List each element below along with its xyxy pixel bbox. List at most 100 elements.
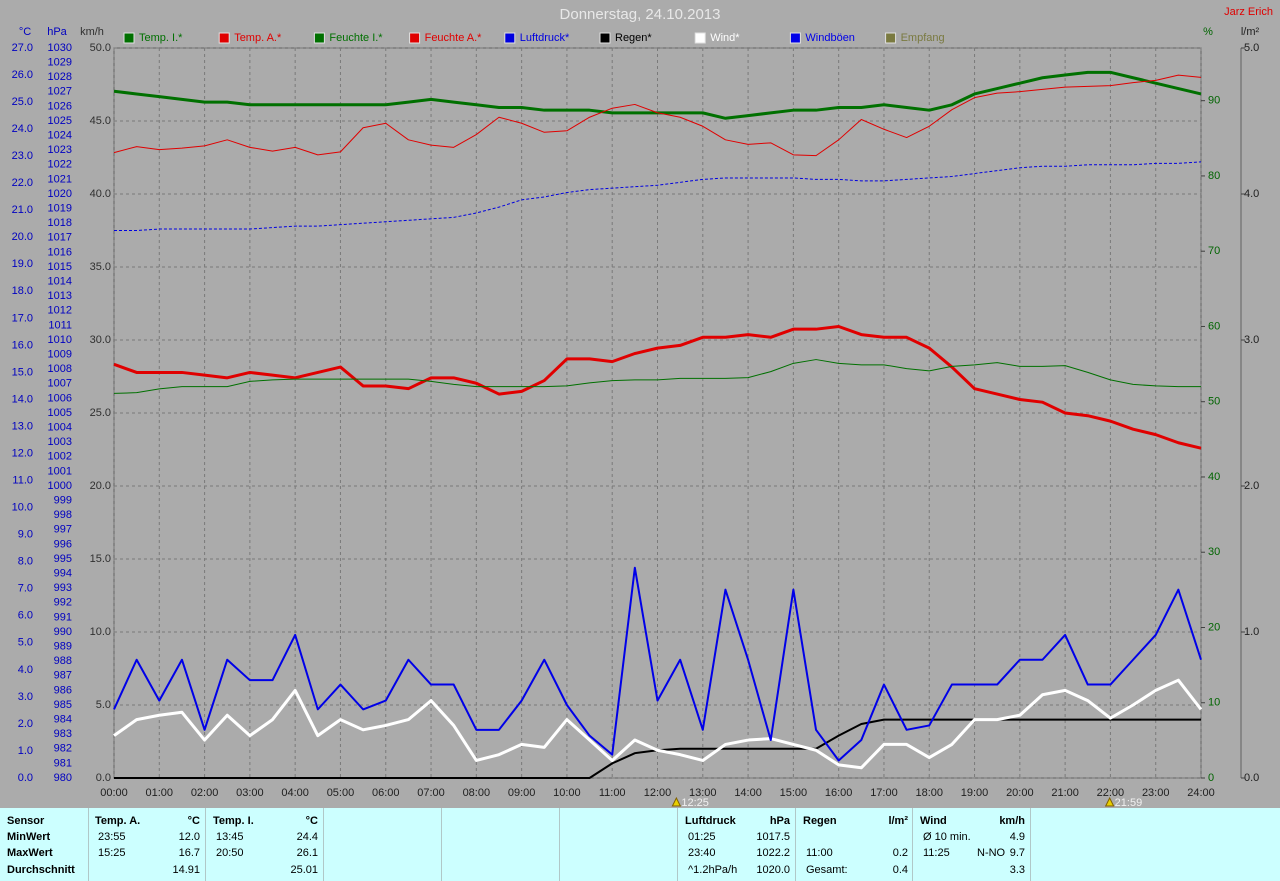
y-tick-label: 1005 [48,407,72,419]
y-tick-label: 16.0 [12,339,33,351]
y-tick-label: 20.0 [90,480,111,492]
cell-time: 13:45 [216,831,244,843]
block-title: Temp. A. [95,815,141,827]
legend-swatch [885,32,897,44]
y-tick-label: 15.0 [12,366,33,378]
cell-time: 23:55 [98,831,126,843]
author: Jarz Erich [1224,6,1273,18]
cell-value: 16.7 [178,847,200,859]
y-tick-label: 994 [54,568,72,580]
y-tick-label: 1030 [48,42,72,54]
y-tick-label: 4.0 [18,664,33,676]
x-tick-label: 05:00 [327,787,355,799]
x-tick-label: 16:00 [825,787,853,799]
y-tick-label: 0 [1208,772,1214,784]
y-tick-label: 1.0 [1244,626,1259,638]
axis-title: l/m² [1241,26,1260,38]
y-tick-label: 80 [1208,170,1220,182]
y-tick-label: 1000 [48,480,72,492]
series-line [113,566,1202,762]
y-tick-label: 2.0 [1244,480,1259,492]
x-tick-label: 11:00 [599,787,626,799]
axis-title: % [1203,26,1213,38]
y-tick-label: 8.0 [18,556,33,568]
y-tick-label: 30 [1208,546,1220,558]
y-tick-label: 1022 [48,159,72,171]
axis-title: hPa [47,26,67,38]
y-tick-label: 999 [54,495,72,507]
y-tick-label: 0.0 [1244,772,1259,784]
y-tick-label: 1024 [48,130,72,142]
x-tick-label: 09:00 [508,787,536,799]
y-tick-label: 995 [54,553,72,565]
x-tick-label: 20:00 [1006,787,1034,799]
legend-swatch [123,32,135,44]
x-tick-label: 22:00 [1097,787,1125,799]
x-tick-label: 15:00 [780,787,808,799]
cell-value: 0.2 [892,847,908,859]
y-tick-label: 12.0 [12,447,33,459]
x-tick-label: 06:00 [372,787,400,799]
legend-swatch [694,32,706,44]
y-tick-label: 1008 [48,363,72,375]
stats-table: Sensor MinWert MaxWert Durchschnitt Temp. A.… [0,808,1280,881]
y-tick-label: 1011 [48,319,72,331]
axis-title: °C [19,26,31,38]
block-unit: l/m² [888,815,908,827]
y-tick-label: 987 [54,670,72,682]
y-tick-label: 1001 [48,465,72,477]
y-tick-label: 1015 [48,261,72,273]
cell-value: 1020.0 [756,864,790,876]
x-tick-label: 02:00 [191,787,219,799]
cell-value: 26.1 [296,847,318,859]
y-tick-label: 22.0 [12,177,33,189]
y-tick-label: 24.0 [12,123,33,135]
cell-time: 23:40 [688,847,716,859]
y-tick-label: 21.0 [12,204,33,216]
y-tick-label: 10 [1208,697,1220,709]
y-tick-label: 990 [54,626,72,638]
annotation-label: 21:59 [1115,797,1143,808]
legend-label: Temp. I.* [139,32,183,44]
y-tick-label: 997 [54,524,72,536]
y-tick-label: 985 [54,699,72,711]
block-unit: km/h [999,815,1025,827]
legend-swatch [504,32,516,44]
y-tick-label: 982 [54,743,72,755]
y-tick-label: 27.0 [12,42,33,54]
y-tick-label: 23.0 [12,150,33,162]
column-separator [912,808,913,881]
cell-value: 1017.5 [756,831,790,843]
column-separator [1030,808,1031,881]
y-tick-label: 0.0 [18,772,33,784]
y-tick-label: 1013 [48,290,72,302]
legend-label: Windböen [805,32,855,44]
column-separator [677,808,678,881]
legend-label: Temp. A.* [234,32,282,44]
block-unit: °C [305,815,318,827]
y-tick-label: 9.0 [18,529,33,541]
y-tick-label: 1006 [48,392,72,404]
annotation-label: 12:25 [681,797,709,808]
y-tick-label: 1.0 [18,745,33,757]
cell-time: Ø 10 min. [923,831,971,843]
legend-label: Wind* [710,32,740,44]
cell-value: 12.0 [178,831,200,843]
y-tick-label: 25.0 [12,96,33,108]
chart: Donnerstag, 24.10.2013 Jarz Erich 00:00 0… [12,6,1273,808]
cell-time: 11:00 [806,847,833,859]
x-tick-label: 13:00 [689,787,717,799]
y-tick-label: 1004 [48,422,72,434]
x-tick-label: 21:00 [1051,787,1079,799]
y-tick-label: 1025 [48,115,72,127]
y-tick-label: 989 [54,641,72,653]
y-tick-label: 5.0 [1244,42,1259,54]
y-tick-label: 11.0 [12,474,33,486]
y-tick-label: 60 [1208,320,1220,332]
legend-swatch [789,32,801,44]
row-label: Sensor [7,815,45,827]
column-separator [795,808,796,881]
y-tick-label: 1026 [48,100,72,112]
series-line [113,74,1202,157]
y-tick-label: 1028 [48,71,72,83]
